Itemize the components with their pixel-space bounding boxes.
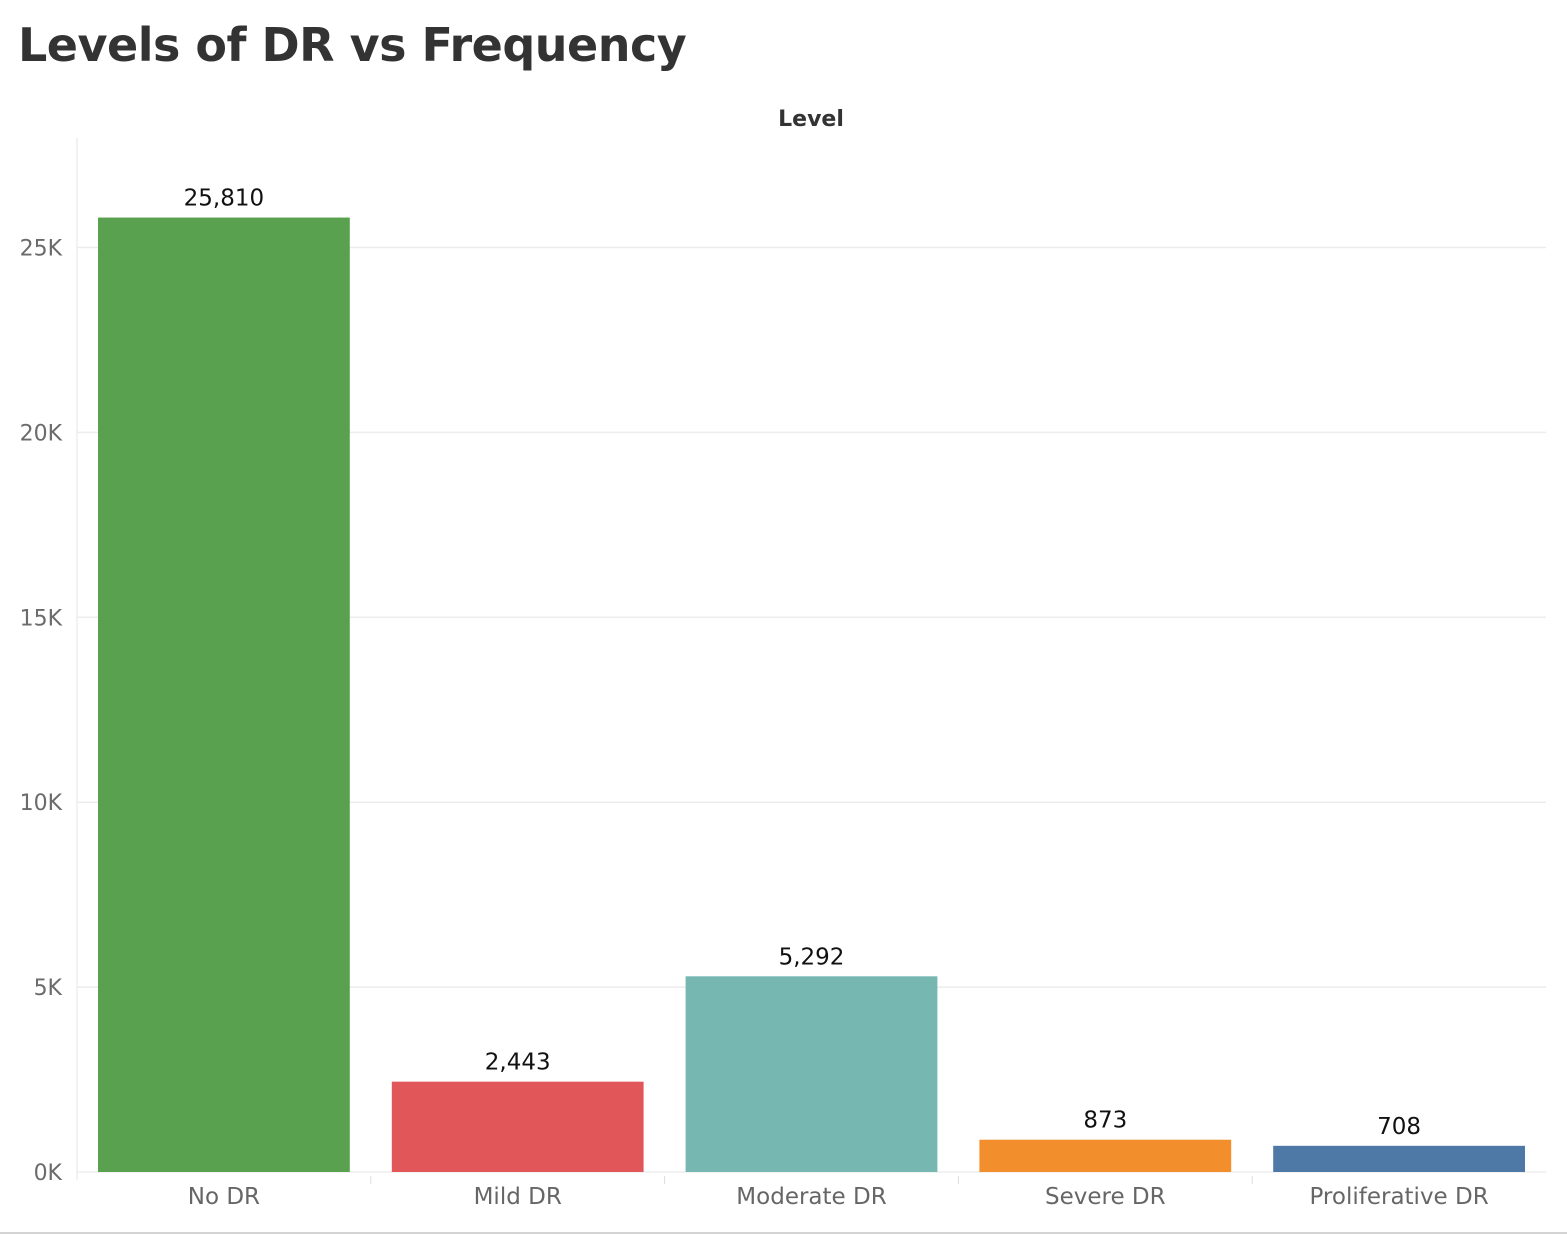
value-labels: 25,810 2,443 5,292 873 708 (184, 186, 1421, 1140)
y-tick-label: 25K (20, 237, 63, 262)
value-label: 5,292 (779, 944, 845, 970)
value-label: 708 (1377, 1114, 1421, 1140)
column-header: Level (778, 107, 844, 132)
x-tick-label: No DR (188, 1184, 260, 1210)
bottom-divider (0, 1232, 1567, 1234)
chart-title: Levels of DR vs Frequency (18, 18, 687, 72)
bar (979, 1139, 1232, 1172)
y-axis-ticks: 0K 5K 10K 15K 20K 25K (20, 237, 63, 1187)
bar (391, 1081, 644, 1172)
x-axis-ticks: No DR Mild DR Moderate DR Severe DR Prolifer… (188, 1176, 1489, 1210)
x-tick-label: Moderate DR (736, 1184, 886, 1210)
bar (98, 217, 350, 1172)
x-tick-label: Severe DR (1045, 1184, 1166, 1210)
y-tick-label: 20K (20, 421, 63, 446)
x-tick-label: Mild DR (474, 1184, 562, 1210)
x-tick-label: Proliferative DR (1309, 1184, 1488, 1210)
bar (685, 976, 938, 1172)
value-label: 873 (1083, 1108, 1127, 1134)
value-label: 25,810 (184, 186, 264, 212)
bar (1273, 1145, 1525, 1172)
y-tick-label: 0K (34, 1161, 63, 1186)
y-tick-label: 15K (20, 606, 63, 631)
bars (98, 217, 1525, 1172)
value-label: 2,443 (485, 1050, 551, 1076)
y-tick-label: 10K (20, 791, 63, 816)
y-tick-label: 5K (34, 976, 63, 1001)
